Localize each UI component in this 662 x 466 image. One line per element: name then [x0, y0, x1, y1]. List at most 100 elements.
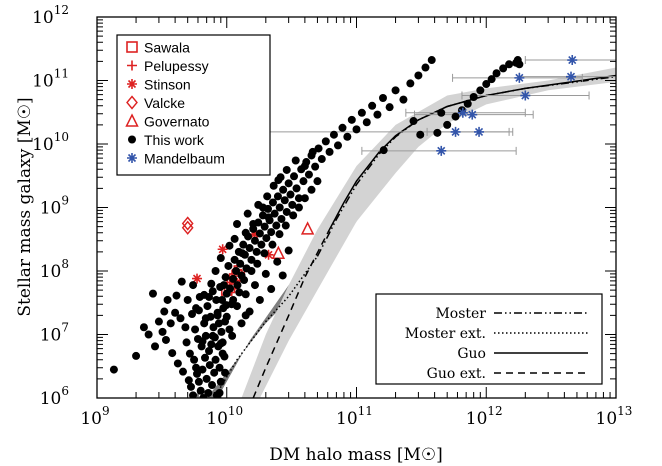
this-work-point: [212, 295, 221, 304]
this-work-point: [286, 190, 295, 199]
model-curves: [213, 74, 616, 398]
this-work-point: [238, 249, 247, 258]
this-work-point: [427, 56, 436, 65]
this-work-point: [205, 346, 214, 355]
this-work-point: [214, 319, 223, 328]
this-work-point: [317, 155, 326, 164]
this-work-point: [208, 287, 217, 296]
this-work-point: [267, 228, 276, 237]
this-work-point: [240, 276, 249, 285]
y-axis-label-text: Stellar mass galaxy [M☉]: [15, 97, 35, 316]
this-work-point: [148, 289, 157, 298]
this-work-point: [241, 228, 250, 237]
this-work-point: [357, 108, 366, 117]
y-tick-label: 108: [40, 257, 69, 282]
moster-band: [206, 196, 357, 398]
legend-top-left: Sawala Pelupessy Stinson Valcke Governato Thi…: [116, 34, 271, 176]
x-tick-label: 1012: [466, 404, 503, 429]
this-work-point: [300, 194, 309, 203]
this-work-point: [268, 198, 277, 207]
this-work-point: [487, 75, 496, 84]
this-work-point: [277, 214, 286, 223]
stinson-point: [263, 249, 274, 260]
this-work-point: [198, 365, 207, 374]
this-work-point: [273, 192, 282, 201]
this-work-point: [216, 254, 225, 263]
this-work-point: [313, 177, 322, 186]
data-points: [109, 55, 578, 398]
this-work-point: [221, 273, 230, 282]
this-work-point: [362, 118, 371, 127]
this-work-point: [139, 323, 148, 332]
shaded-bands: [206, 67, 616, 398]
this-work-point: [243, 209, 252, 218]
this-work-point: [216, 377, 225, 386]
this-work-point: [270, 209, 279, 218]
this-work-point: [347, 115, 356, 124]
this-work-point: [183, 295, 192, 304]
this-work-point: [232, 267, 241, 275]
mandelbaum-error-bars: [249, 56, 616, 155]
mandelbaum-point: [566, 71, 577, 82]
pelupessy-legend-marker: [127, 60, 137, 71]
governato-point: [300, 221, 315, 235]
this-work-point: [247, 267, 256, 275]
this-work-point: [237, 319, 246, 328]
this-work-point: [368, 101, 377, 110]
this-work-point: [443, 120, 452, 129]
x-axis-label-text: DM halo mass [M☉]: [269, 445, 443, 465]
this-work-point: [211, 355, 220, 364]
y-tick-label: 106: [40, 384, 69, 409]
y-tick-label: 107: [40, 321, 69, 346]
this-work-point: [307, 185, 316, 194]
this-work-point: [254, 200, 263, 209]
this-work-point: [218, 349, 227, 358]
legend2-box: [375, 293, 603, 385]
moster-ext-curve: [213, 255, 319, 398]
this-work-point: [201, 353, 210, 362]
this-work-point: [207, 340, 216, 349]
this-work-point: [216, 339, 225, 348]
stinson-point: [192, 273, 203, 284]
this-work-point: [482, 80, 491, 89]
x-tick-label: 1010: [206, 404, 243, 429]
legend-label-pelupessy: Pelupessy: [144, 58, 209, 74]
this-work-point: [263, 192, 272, 201]
this-work-point: [208, 331, 217, 340]
this-work-point: [255, 295, 264, 304]
mandelbaum-legend-marker: [127, 153, 137, 163]
mandelbaum-point: [514, 72, 525, 83]
this-work-point: [221, 368, 230, 377]
this-work-point: [250, 236, 259, 245]
this-work-point: [210, 368, 219, 377]
this-work-point: [185, 349, 194, 358]
this-work-point: [178, 367, 187, 376]
this-work-point: [230, 234, 239, 243]
this-work-point: [314, 144, 323, 153]
legend2-label-guo-ext: Guo ext.: [427, 366, 486, 382]
this-work-point: [205, 361, 214, 370]
this-work-point: [109, 365, 118, 374]
this-work-point: [260, 222, 269, 231]
this-work-point: [292, 184, 301, 193]
this-work-point: [192, 363, 201, 372]
this-work-point: [463, 99, 472, 108]
this-work-point: [205, 292, 214, 301]
this-work-point: [379, 146, 388, 155]
legend2-label-guo: Guo: [457, 346, 486, 362]
this-work-point: [275, 230, 284, 239]
this-work-point: [222, 312, 231, 321]
this-work-point: [255, 229, 264, 238]
this-work-point: [329, 130, 338, 139]
this-work-point: [378, 94, 387, 103]
this-work-point: [268, 240, 277, 249]
this-work-point: [154, 317, 163, 326]
this-work-point: [253, 259, 262, 268]
this-work-point: [492, 69, 501, 78]
this-work-point: [267, 285, 276, 294]
this-work-point: [282, 165, 291, 174]
this-work-point: [289, 211, 298, 220]
this-work-point: [172, 291, 181, 300]
guo-band: [241, 67, 616, 398]
